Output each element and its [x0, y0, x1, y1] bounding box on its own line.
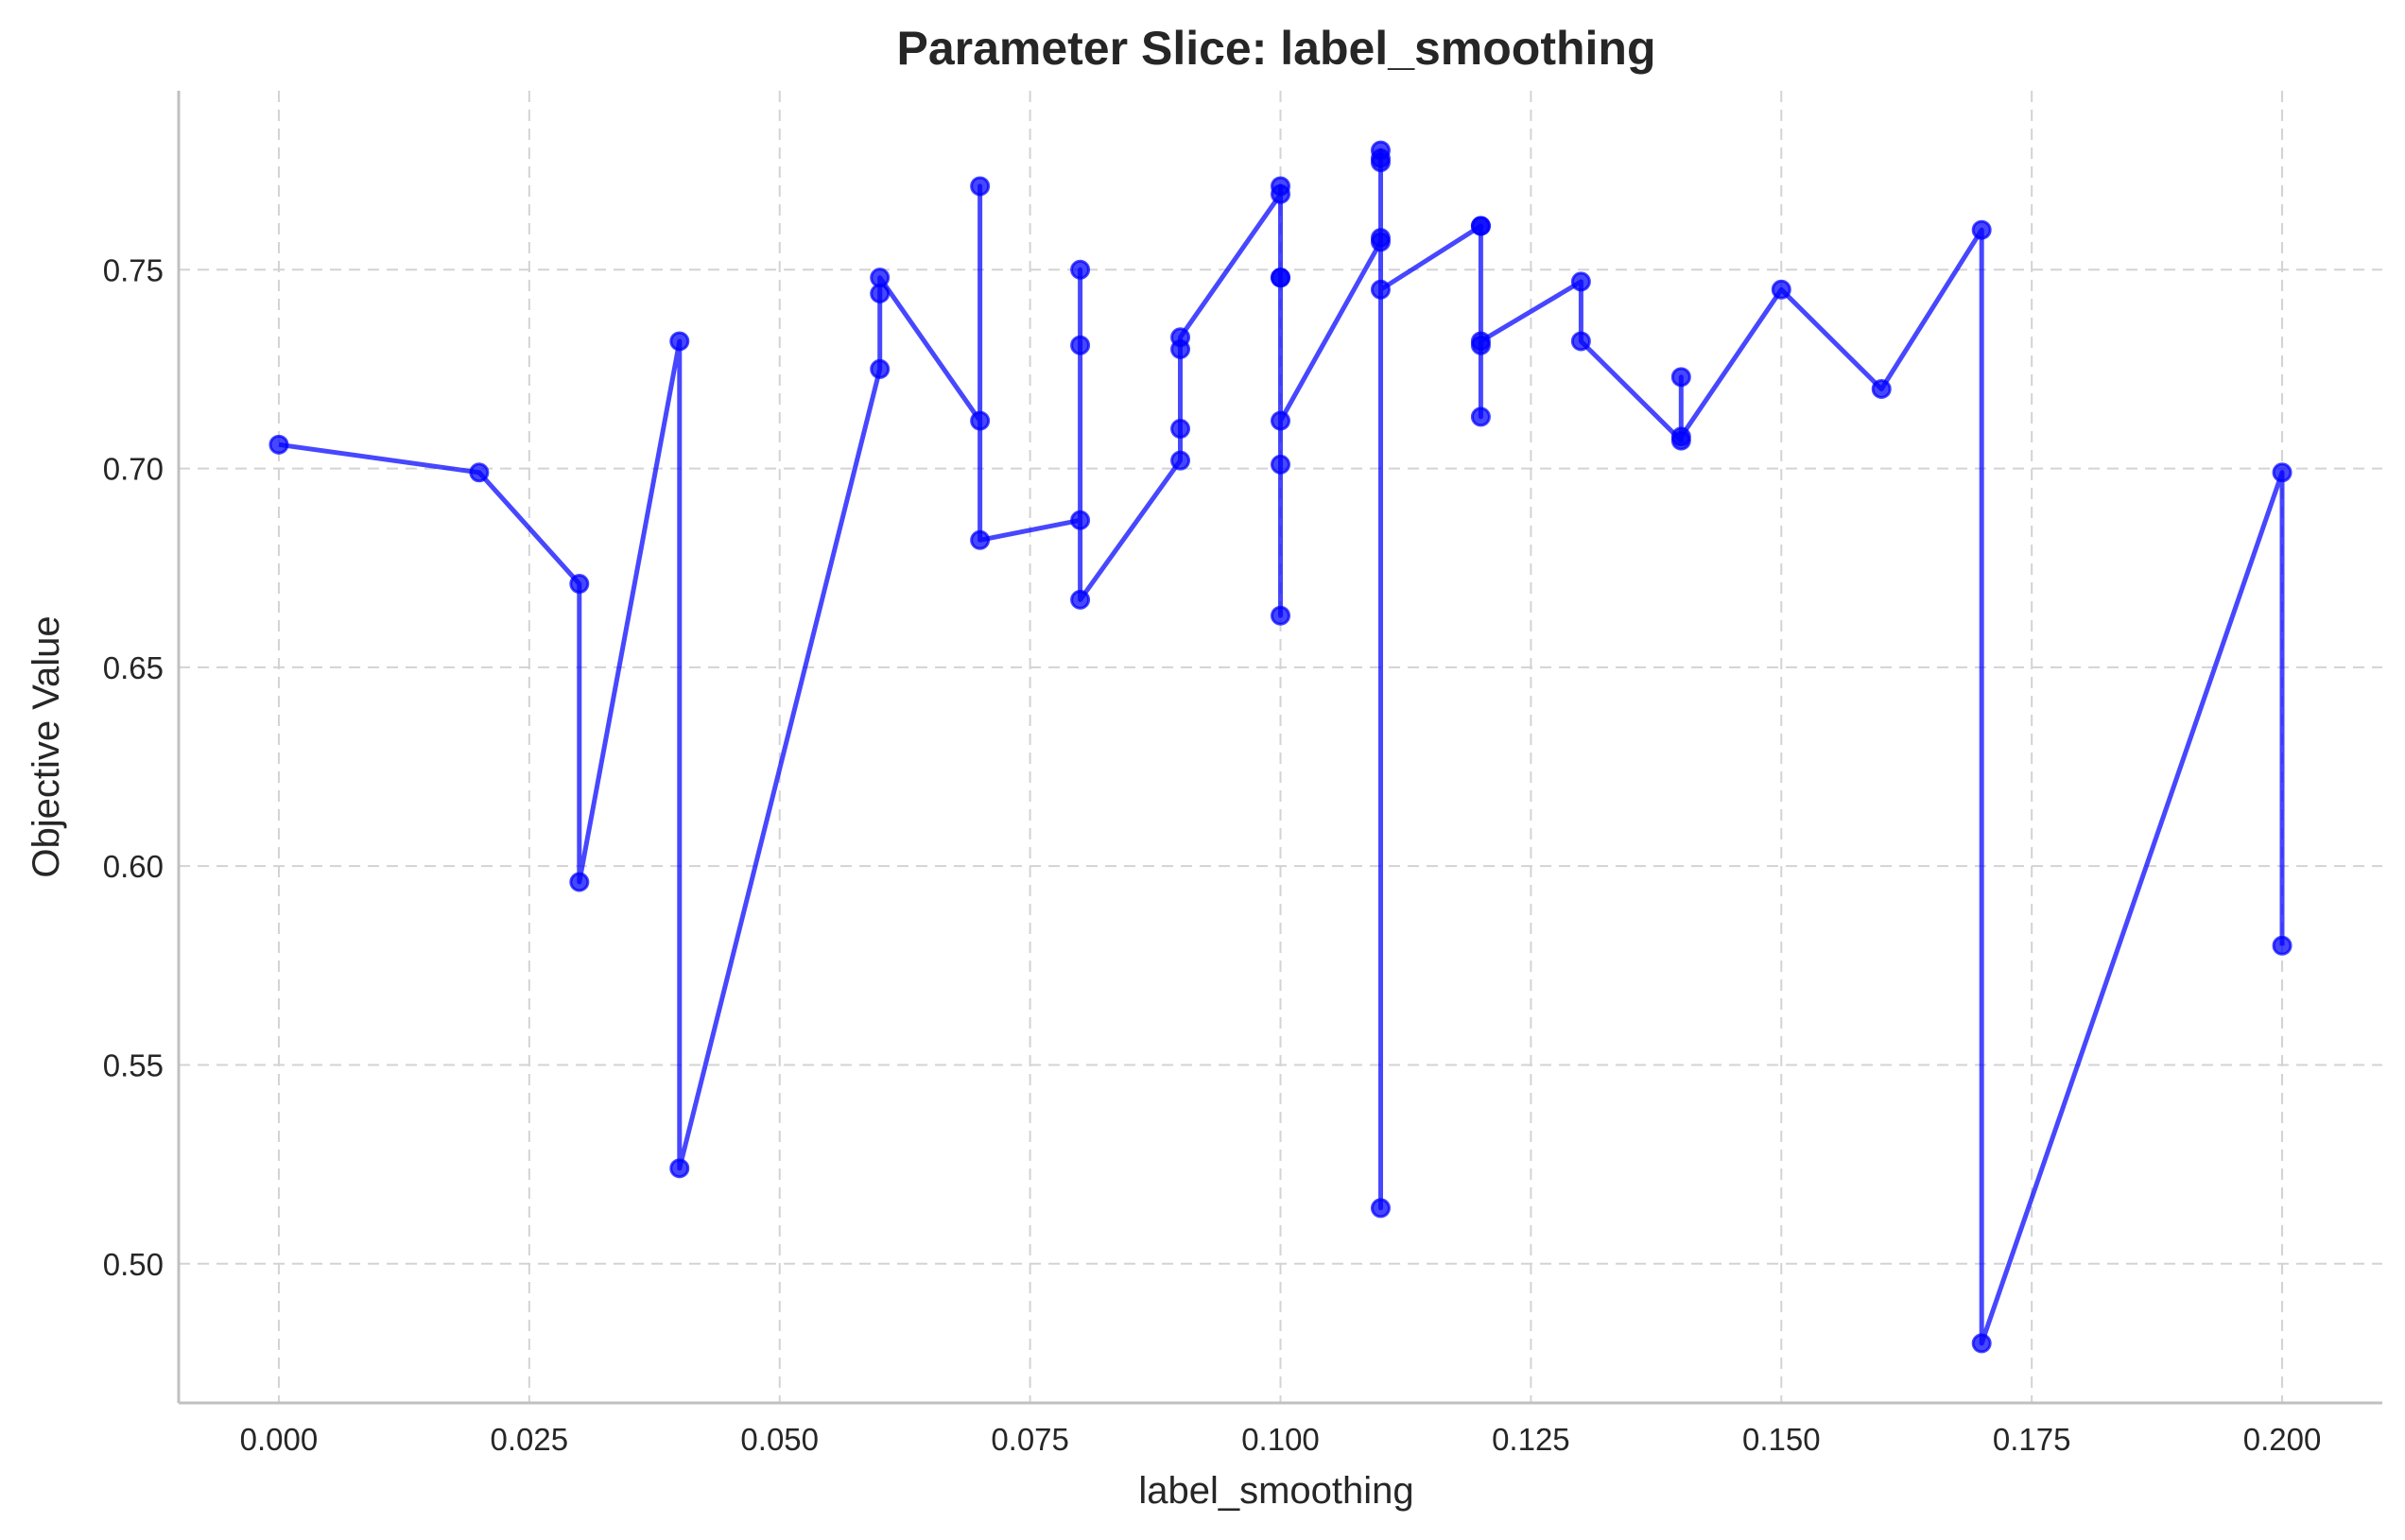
data-point [569, 574, 590, 595]
x-tick-label: 0.100 [1241, 1422, 1320, 1457]
y-tick-label: 0.70 [103, 452, 164, 487]
data-point [1070, 589, 1091, 610]
x-tick-label: 0.075 [991, 1422, 1069, 1457]
data-point [1670, 367, 1691, 388]
data-point [1170, 419, 1191, 440]
data-point [2272, 462, 2293, 483]
data-point [1971, 1333, 1992, 1354]
data-point [1070, 510, 1091, 530]
data-point [1170, 450, 1191, 471]
data-point [870, 268, 891, 288]
data-point [1370, 279, 1391, 300]
data-point [970, 176, 991, 197]
data-point [1271, 410, 1290, 431]
data-point [1070, 335, 1091, 355]
data-point [970, 529, 991, 550]
data-point [870, 358, 891, 379]
axes-spines [177, 91, 2382, 1405]
data-point [669, 1158, 690, 1179]
data-point [268, 434, 289, 455]
data-point [1570, 271, 1591, 292]
data-point [970, 410, 991, 431]
x-tick-label: 0.025 [491, 1422, 569, 1457]
y-tick-label: 0.55 [103, 1047, 164, 1082]
data-point [1370, 1198, 1391, 1219]
data-point [1470, 216, 1491, 236]
x-tick-label: 0.125 [1492, 1422, 1570, 1457]
series-layer [268, 140, 2293, 1354]
data-point [1070, 259, 1091, 280]
x-tick-label: 0.150 [1742, 1422, 1821, 1457]
x-tick-labels: 0.000 0.025 0.050 0.075 0.100 0.125 0.150 0.175… [240, 1422, 2322, 1457]
x-tick-label: 0.200 [2243, 1422, 2322, 1457]
data-point [569, 872, 590, 892]
data-point [469, 462, 490, 483]
data-point [1271, 268, 1290, 288]
y-tick-labels: 0.50 0.55 0.60 0.65 0.70 0.75 [103, 252, 164, 1282]
data-point [1771, 279, 1791, 300]
y-tick-label: 0.60 [103, 849, 164, 884]
data-point [1370, 152, 1391, 173]
chart-title: Parameter Slice: label_smoothing [896, 22, 1655, 75]
y-axis-label: Objective Value [26, 615, 67, 877]
data-point [1470, 331, 1491, 352]
data-point [1570, 331, 1591, 352]
data-point [1170, 327, 1191, 348]
data-point [870, 284, 891, 304]
data-point [1971, 219, 1992, 240]
x-tick-label: 0.175 [1993, 1422, 2071, 1457]
data-point [1871, 378, 1892, 399]
x-tick-label: 0.050 [740, 1422, 819, 1457]
x-axis-label: label_smoothing [1138, 1470, 1413, 1512]
x-tick-label: 0.000 [240, 1422, 319, 1457]
data-point [1670, 426, 1691, 447]
data-point [2272, 935, 2293, 956]
series-line [278, 147, 2285, 1346]
data-point [1271, 454, 1290, 475]
data-point [1370, 228, 1391, 249]
y-tick-label: 0.65 [103, 650, 164, 685]
data-point [1470, 407, 1491, 427]
y-tick-label: 0.50 [103, 1247, 164, 1282]
data-point [669, 331, 690, 352]
y-tick-label: 0.75 [103, 252, 164, 287]
data-point [1271, 605, 1290, 626]
data-point [1271, 176, 1290, 197]
